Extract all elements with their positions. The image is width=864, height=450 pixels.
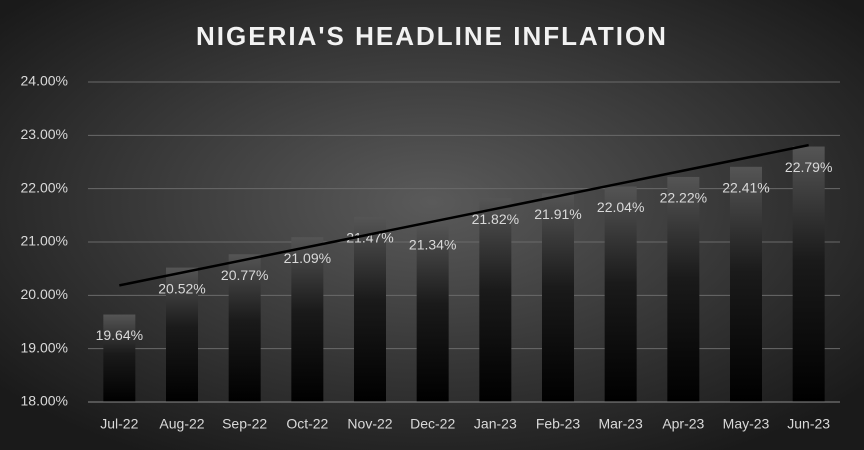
bar [479,198,512,402]
bar [291,237,324,402]
y-tick-label: 21.00% [21,233,68,249]
x-tick-label: Nov-22 [347,416,392,432]
y-tick-label: 22.00% [21,179,68,195]
data-label: 21.82% [472,211,519,227]
data-label: 22.41% [722,180,769,196]
bar [103,314,136,402]
y-tick-label: 23.00% [21,126,68,142]
chart-title: NIGERIA'S HEADLINE INFLATION [196,21,668,51]
x-tick-label: Aug-22 [159,416,204,432]
y-tick-label: 20.00% [21,286,68,302]
y-tick-label: 19.00% [21,339,68,355]
bar [542,193,574,402]
bar [667,176,700,402]
x-tick-label: Sep-22 [222,416,267,432]
x-tick-label: May-23 [723,416,770,432]
bar [792,146,825,402]
x-tick-label: Apr-23 [662,416,704,432]
x-tick-label: Dec-22 [410,416,455,432]
data-label: 22.79% [785,159,832,175]
data-label: 19.64% [96,327,143,343]
x-tick-label: Oct-22 [286,416,328,432]
data-label: 22.22% [660,190,707,206]
x-tick-label: Jul-22 [100,416,138,432]
x-tick-label: Mar-23 [598,416,643,432]
data-label: 21.09% [284,250,331,266]
data-label: 21.91% [534,206,581,222]
data-label: 22.04% [597,199,644,215]
bar [166,267,198,402]
bar [354,216,386,402]
data-label: 20.77% [221,267,268,283]
trendline [119,143,809,287]
y-tick-label: 24.00% [21,73,68,89]
data-label: 21.34% [409,237,456,253]
x-tick-label: Jan-23 [474,416,517,432]
bar [416,223,449,402]
y-tick-label: 18.00% [21,393,68,409]
x-tick-label: Jun-23 [787,416,830,432]
data-label: 20.52% [158,280,205,296]
bar [228,254,261,402]
bar [730,166,762,402]
data-label: 21.47% [346,230,393,246]
bar [604,186,637,402]
x-tick-label: Feb-23 [536,416,581,432]
